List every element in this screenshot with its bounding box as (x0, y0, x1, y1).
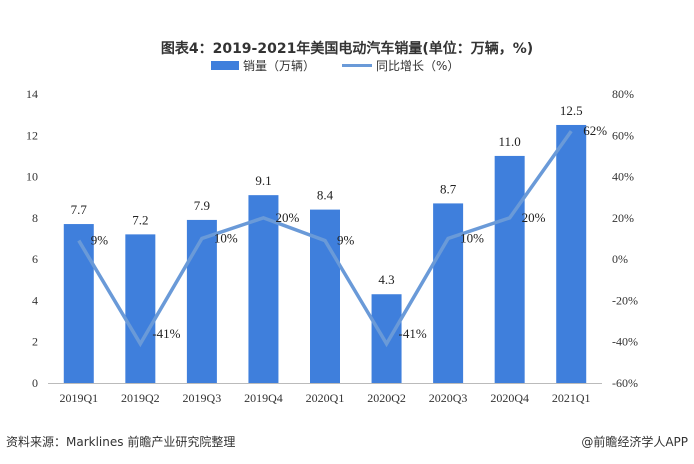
line-data-label: 62% (583, 123, 607, 138)
right-axis-tick: 60% (612, 128, 634, 142)
line-data-label: -41% (399, 326, 427, 341)
x-axis-tick: 2020Q4 (490, 391, 529, 405)
line-data-label: 10% (214, 231, 238, 246)
right-axis-tick: 0% (612, 252, 628, 266)
line-data-label: 20% (275, 210, 299, 225)
right-axis-tick: 40% (612, 170, 634, 184)
left-axis-tick: 4 (32, 293, 38, 307)
right-axis-tick: 80% (612, 87, 634, 101)
bar-data-label: 8.7 (440, 181, 457, 196)
chart-title: 图表4：2019-2021年美国电动汽车销量(单位：万辆，%) (161, 40, 533, 57)
x-axis-tick: 2020Q3 (429, 391, 468, 405)
left-axis-tick: 6 (32, 252, 38, 266)
x-axis-tick: 2019Q4 (244, 391, 283, 405)
legend-line-label: 同比增长（%） (376, 59, 459, 73)
line-data-label: 9% (337, 233, 355, 248)
legend-bar-swatch (211, 61, 239, 70)
bar-data-label: 8.4 (317, 188, 334, 203)
bar (248, 195, 279, 383)
bar (63, 224, 94, 383)
bar (494, 155, 525, 383)
right-axis-tick: -60% (612, 376, 638, 390)
left-axis-tick: 14 (26, 87, 38, 101)
bar (125, 234, 156, 383)
bar-data-label: 4.3 (378, 272, 394, 287)
bar (433, 203, 464, 383)
legend-bar-label: 销量（万辆） (243, 59, 315, 73)
bar-data-label: 7.9 (194, 198, 210, 213)
right-axis-tick: 20% (612, 211, 634, 225)
x-axis-tick: 2019Q3 (183, 391, 222, 405)
bar (186, 219, 217, 383)
x-axis-tick: 2020Q2 (367, 391, 406, 405)
left-axis-tick: 2 (32, 335, 38, 349)
bar-data-label: 9.1 (255, 173, 271, 188)
left-axis-tick: 12 (26, 128, 38, 142)
bar-data-label: 11.0 (499, 134, 521, 149)
left-axis-tick: 10 (26, 170, 38, 184)
x-axis-tick: 2020Q1 (306, 391, 345, 405)
growth-line (77, 130, 573, 348)
x-axis-tick: 2021Q1 (552, 391, 591, 405)
line-data-label: 10% (460, 231, 484, 246)
source-note: 资料来源：Marklines 前瞻产业研究院整理 (6, 434, 235, 449)
left-axis-tick: 8 (32, 211, 38, 225)
x-axis-tick: 2019Q2 (121, 391, 160, 405)
bar-data-label: 7.2 (132, 212, 148, 227)
bar-data-label: 7.7 (71, 202, 88, 217)
bar-data-label: 12.5 (560, 103, 583, 118)
left-axis-tick: 0 (32, 376, 38, 390)
right-axis-tick: -40% (612, 335, 638, 349)
bar (371, 294, 402, 383)
line-data-label: 9% (91, 233, 109, 248)
line-data-label: -41% (152, 326, 180, 341)
bar (556, 124, 587, 383)
legend: 销量（万辆） 同比增长（%） (211, 59, 459, 73)
credit: @前瞻经济学人APP (581, 434, 688, 449)
right-axis-tick: -20% (612, 293, 638, 307)
line-data-label: 20% (522, 210, 546, 225)
x-axis-tick: 2019Q1 (59, 391, 98, 405)
